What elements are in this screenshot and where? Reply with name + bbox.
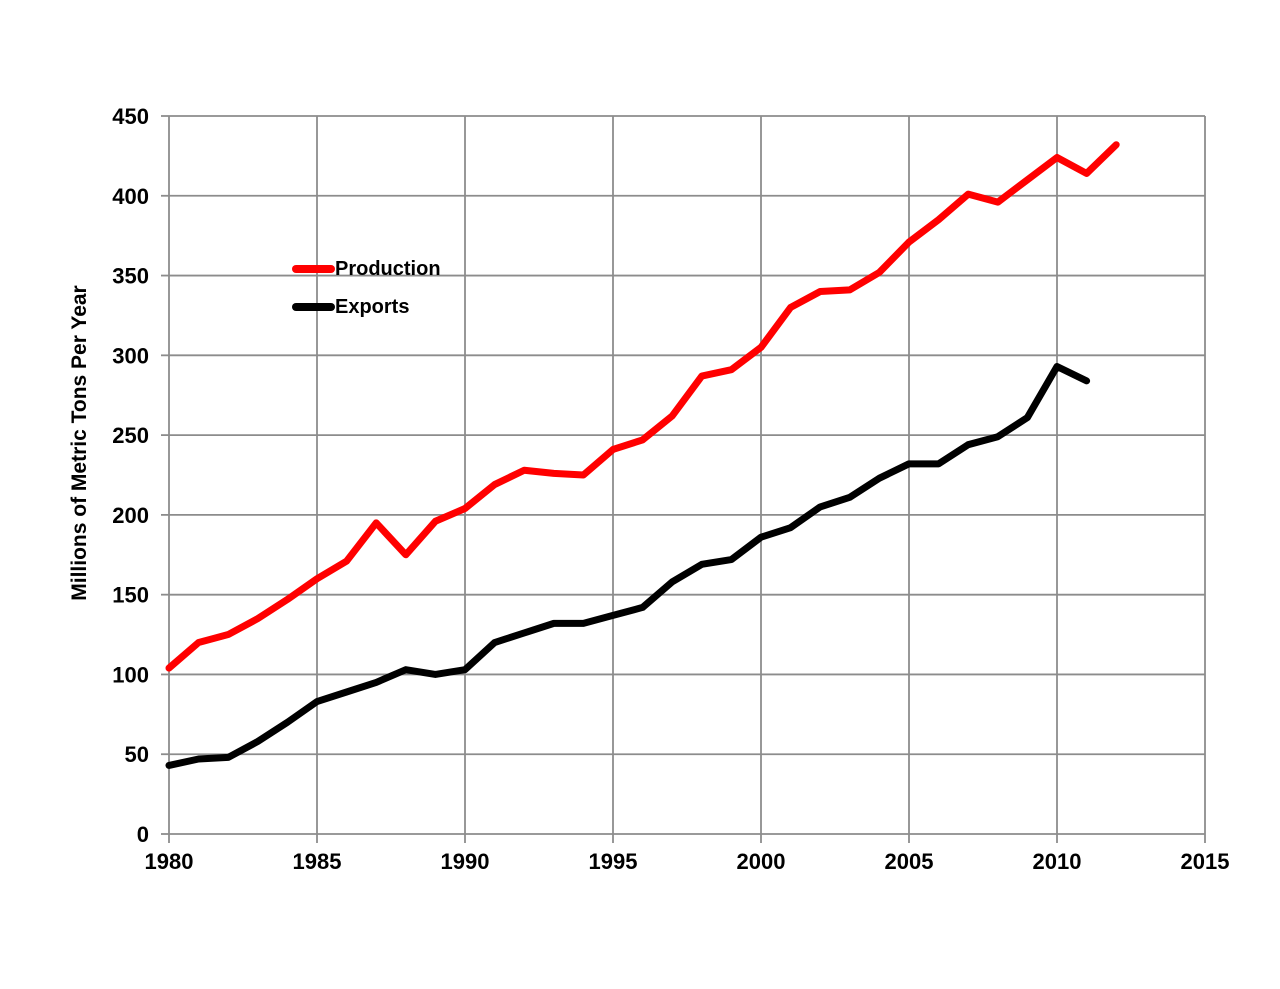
y-tick-label: 100 (112, 662, 149, 687)
legend-label-exports: Exports (335, 296, 410, 318)
y-tick-label: 350 (112, 264, 149, 289)
x-tick-label: 1985 (293, 849, 342, 874)
y-tick-label: 400 (112, 184, 149, 209)
x-tick-label: 2015 (1181, 849, 1230, 874)
legend-item-production: Production (292, 254, 441, 284)
x-tick-label: 2010 (1033, 849, 1082, 874)
x-tick-label: 1990 (441, 849, 490, 874)
chart-legend: Production Exports (292, 254, 441, 330)
exports-line (165, 363, 1091, 769)
production-line (165, 141, 1120, 672)
y-axis-title: Millions of Metric Tons Per Year (68, 285, 91, 601)
exports-line-swatch (292, 303, 335, 311)
y-tick-label: 150 (112, 583, 149, 608)
x-tick-label: 2000 (737, 849, 786, 874)
y-tick-label: 450 (112, 104, 149, 129)
legend-item-exports: Exports (292, 292, 441, 322)
y-tick-label: 0 (137, 822, 149, 847)
x-tick-label: 2005 (885, 849, 934, 874)
legend-label-production: Production (335, 258, 441, 280)
y-tick-label: 300 (112, 343, 149, 368)
x-tick-label: 1980 (145, 849, 194, 874)
y-tick-label: 200 (112, 503, 149, 528)
x-tick-label: 1995 (589, 849, 638, 874)
production-line-swatch (292, 265, 335, 273)
y-tick-label: 250 (112, 423, 149, 448)
y-tick-label: 50 (125, 742, 149, 767)
